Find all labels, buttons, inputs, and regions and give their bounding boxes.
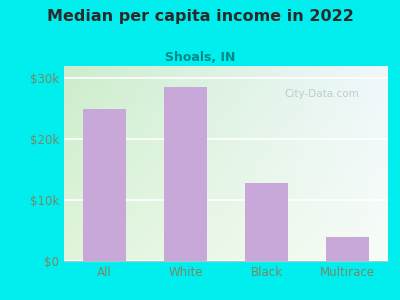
Text: City-Data.com: City-Data.com bbox=[284, 89, 359, 99]
Bar bbox=[164, 87, 206, 261]
Text: Shoals, IN: Shoals, IN bbox=[165, 51, 235, 64]
Bar bbox=[84, 109, 126, 261]
Bar bbox=[326, 237, 368, 261]
Bar bbox=[246, 183, 288, 261]
Text: Median per capita income in 2022: Median per capita income in 2022 bbox=[46, 9, 354, 24]
